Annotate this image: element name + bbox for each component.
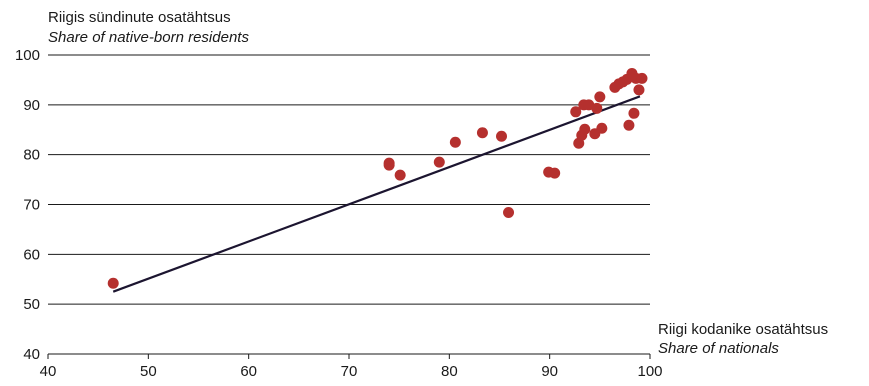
y-tick-label-60: 60	[23, 246, 40, 263]
data-point-11	[549, 167, 561, 179]
data-point-28	[628, 107, 640, 119]
x-tick-label-90: 90	[541, 363, 558, 380]
x-tick-label-50: 50	[140, 363, 157, 380]
data-point-9	[503, 206, 515, 218]
x-tick-label-60: 60	[240, 363, 257, 380]
data-point-8	[496, 130, 508, 142]
y-tick-label-40: 40	[23, 346, 40, 363]
data-point-7	[476, 127, 488, 139]
gridlines	[48, 54, 650, 305]
x-axis: 40 50 60 70 80 90 100	[40, 353, 663, 380]
x-tick-label-100: 100	[637, 363, 662, 380]
trendline	[112, 95, 641, 293]
y-axis-ticks: 40 50 60 70 80 90 100	[15, 47, 40, 363]
x-tick-label-40: 40	[40, 363, 57, 380]
data-point-6	[449, 136, 461, 148]
y-tick-label-70: 70	[23, 197, 40, 214]
y-axis-title: Riigis sündinute osatähtsus	[48, 9, 231, 26]
data-points	[107, 67, 648, 289]
y-axis-title-english: Share of native-born residents	[48, 29, 249, 46]
x-axis-title: Riigi kodanike osatähtsus	[658, 321, 829, 338]
y-tick-label-50: 50	[23, 296, 40, 313]
data-point-16	[579, 123, 591, 135]
data-point-30	[633, 84, 645, 96]
x-tick-label-80: 80	[441, 363, 458, 380]
data-point-26	[623, 119, 635, 131]
data-point-19	[591, 102, 603, 114]
data-point-31	[636, 72, 648, 84]
y-tick-label-90: 90	[23, 97, 40, 114]
data-point-1	[107, 277, 119, 289]
x-tick-label-70: 70	[341, 363, 358, 380]
trendline-group	[112, 95, 641, 293]
data-point-4	[394, 169, 406, 181]
data-point-5	[433, 156, 445, 168]
data-point-20	[594, 91, 606, 103]
data-point-3	[383, 159, 395, 171]
y-tick-label-80: 80	[23, 147, 40, 164]
x-axis-title-english: Share of nationals	[658, 340, 779, 357]
data-point-21	[596, 122, 608, 134]
data-point-12	[570, 106, 582, 118]
y-tick-label-100: 100	[15, 47, 40, 64]
